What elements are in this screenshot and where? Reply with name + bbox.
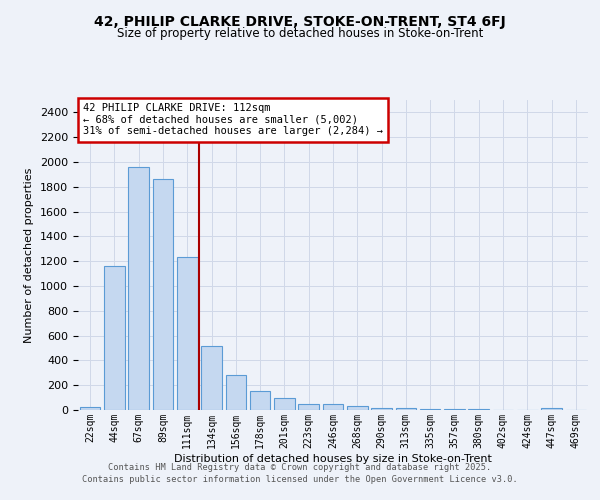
Bar [80, 407, 100, 410]
Bar [274, 398, 295, 410]
X-axis label: Distribution of detached houses by size in Stoke-on-Trent: Distribution of detached houses by size … [174, 454, 492, 464]
Bar [541, 408, 562, 410]
Bar [250, 391, 271, 410]
Bar [371, 408, 392, 410]
Bar [177, 258, 197, 410]
Text: 42, PHILIP CLARKE DRIVE, STOKE-ON-TRENT, ST4 6FJ: 42, PHILIP CLARKE DRIVE, STOKE-ON-TRENT,… [94, 15, 506, 29]
Bar [420, 409, 440, 410]
Text: Contains HM Land Registry data © Crown copyright and database right 2025.: Contains HM Land Registry data © Crown c… [109, 464, 491, 472]
Bar [395, 408, 416, 410]
Bar [201, 346, 222, 410]
Text: Contains public sector information licensed under the Open Government Licence v3: Contains public sector information licen… [82, 475, 518, 484]
Text: Size of property relative to detached houses in Stoke-on-Trent: Size of property relative to detached ho… [117, 28, 483, 40]
Bar [298, 404, 319, 410]
Bar [152, 180, 173, 410]
Bar [444, 409, 465, 410]
Bar [226, 376, 246, 410]
Bar [347, 406, 368, 410]
Bar [104, 266, 125, 410]
Y-axis label: Number of detached properties: Number of detached properties [25, 168, 34, 342]
Bar [323, 404, 343, 410]
Bar [128, 167, 149, 410]
Text: 42 PHILIP CLARKE DRIVE: 112sqm
← 68% of detached houses are smaller (5,002)
31% : 42 PHILIP CLARKE DRIVE: 112sqm ← 68% of … [83, 103, 383, 136]
